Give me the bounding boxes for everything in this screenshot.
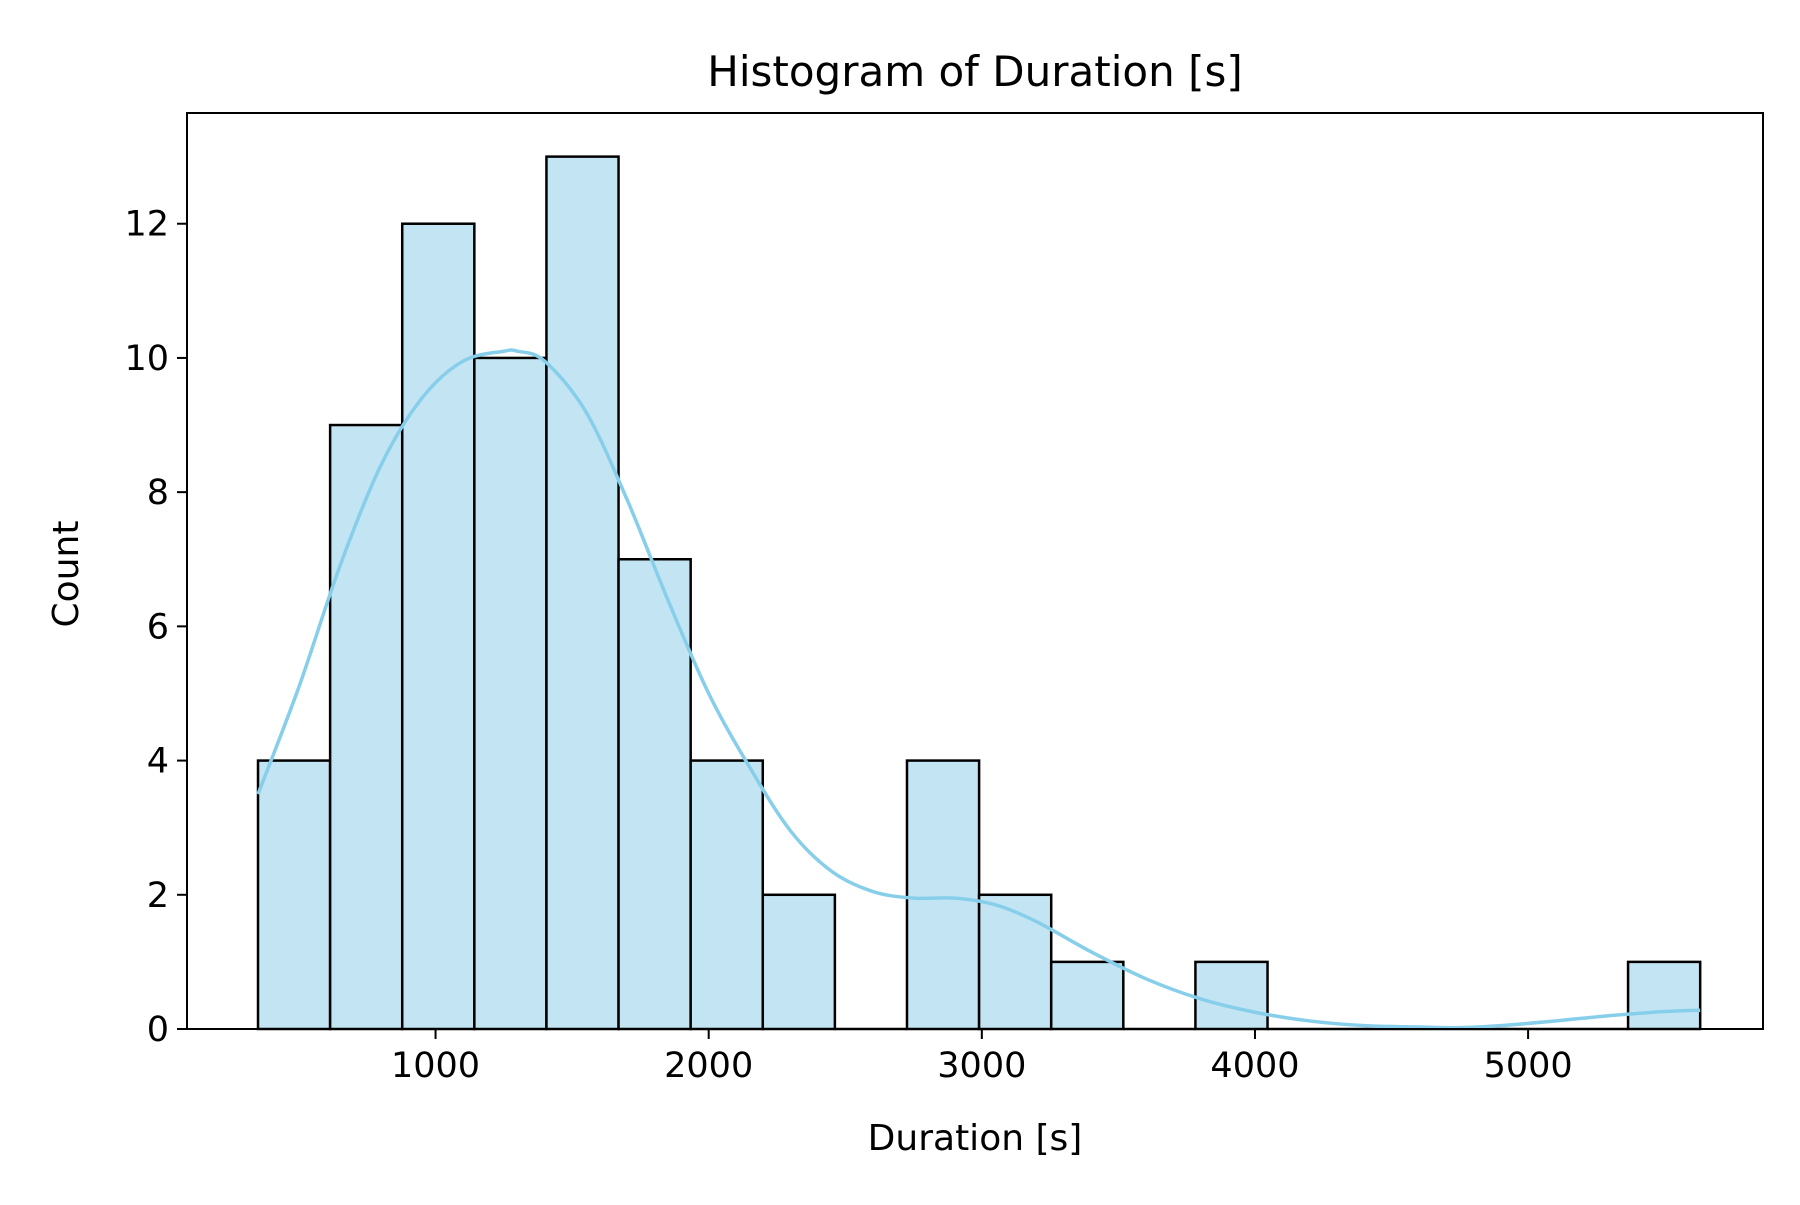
plot-area-frame: [186, 112, 1764, 1030]
x-tick-label: 5000: [1484, 1046, 1573, 1086]
y-tick-label: 10: [124, 339, 169, 379]
histogram-bar: [905, 759, 981, 1031]
histogram-bar: [1194, 960, 1269, 1031]
histogram-bar: [328, 423, 404, 1031]
x-axis-ticks: 1000 2000 3000 4000 5000: [391, 1029, 1573, 1086]
histogram-bar: [1049, 960, 1125, 1031]
kde-line: [256, 348, 1701, 1030]
histogram-bar: [977, 893, 1053, 1031]
histogram-bar: [689, 759, 765, 1031]
y-axis-ticks: 0 2 4 6 8 10 12: [124, 205, 187, 1050]
histogram-bar: [545, 155, 620, 1031]
histogram-bar: [617, 558, 692, 1031]
y-axis-label: Count: [46, 521, 87, 628]
x-tick-label: 2000: [664, 1046, 753, 1086]
histogram-bar: [473, 356, 548, 1031]
y-tick-label: 8: [147, 473, 169, 513]
x-axis-label: Duration [s]: [868, 1118, 1083, 1159]
histogram-bar: [400, 222, 476, 1031]
x-tick-label: 4000: [1210, 1046, 1299, 1086]
y-tick-label: 0: [147, 1010, 169, 1050]
bars-layer: [256, 155, 1702, 1031]
y-tick-label: 4: [147, 742, 169, 782]
x-tick-label: 3000: [937, 1046, 1026, 1086]
x-tick-label: 1000: [391, 1046, 480, 1086]
histogram-bar: [761, 893, 837, 1031]
kde-layer: [256, 348, 1701, 1030]
y-tick-label: 6: [147, 607, 169, 647]
y-tick-label: 12: [124, 205, 169, 245]
chart-title: Histogram of Duration [s]: [707, 47, 1242, 96]
y-tick-label: 2: [147, 876, 169, 916]
histogram-bar: [1626, 960, 1702, 1031]
histogram-bar: [256, 759, 332, 1031]
